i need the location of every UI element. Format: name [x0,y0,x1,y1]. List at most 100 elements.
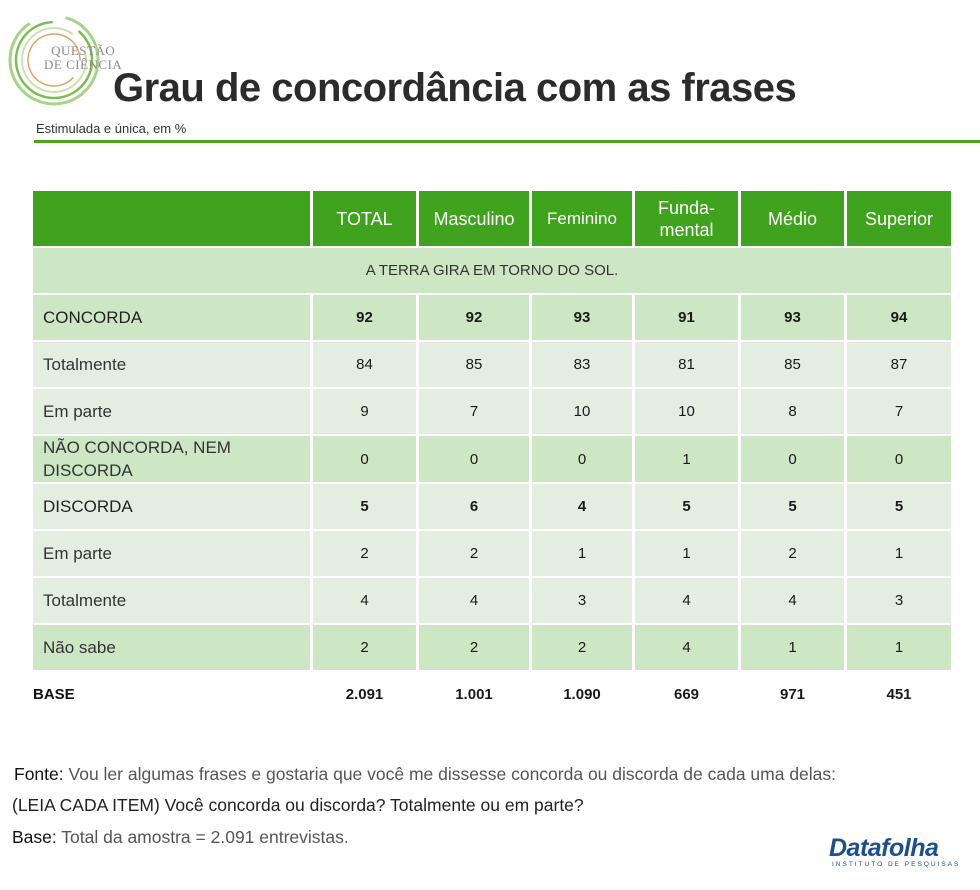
row-label: CONCORDA [33,295,310,340]
table-cell: 10 [532,389,632,434]
row-label: Totalmente [33,342,310,387]
table-cell: 7 [419,389,529,434]
table-row: BASE 2.091 1.001 1.090 669 971 451 [33,672,951,717]
table-cell: 93 [532,295,632,340]
footer-source-text: Vou ler algumas frases e gostaria que vo… [68,764,837,784]
table-cell: 971 [741,672,844,717]
table-row: CONCORDA 92 92 93 91 93 94 [33,295,951,340]
table-cell: 1 [532,531,632,576]
title-divider [34,140,980,143]
header-cell: TOTAL [313,191,416,246]
table-cell: 85 [419,342,529,387]
page-title: Grau de concordância com as frases [113,66,797,110]
table-cell: 85 [741,342,844,387]
table-cell: 4 [635,578,738,623]
table-cell: 0 [313,436,416,482]
table-cell: 5 [847,484,951,529]
table-cell: 84 [313,342,416,387]
table-cell: 2 [313,531,416,576]
table-cell: 0 [532,436,632,482]
footer-source-key: Fonte: [14,764,64,784]
section-row: A TERRA GIRA EM TORNO DO SOL. [33,248,951,293]
table-cell: 2 [313,625,416,670]
table-cell: 6 [419,484,529,529]
table-cell: 91 [635,295,738,340]
table-row: Em parte 2 2 1 1 2 1 [33,531,951,576]
table-cell: 87 [847,342,951,387]
table-row: Totalmente 4 4 3 4 4 3 [33,578,951,623]
table-cell: 4 [313,578,416,623]
row-label: BASE [33,672,310,717]
row-label: Em parte [33,389,310,434]
table-cell: 1 [741,625,844,670]
table-cell: 83 [532,342,632,387]
table-cell: 0 [741,436,844,482]
table-cell: 1 [635,436,738,482]
table-cell: 4 [741,578,844,623]
table-cell: 4 [635,625,738,670]
table-cell: 2 [419,625,529,670]
table-cell: 2 [532,625,632,670]
footer-instruction: (LEIA CADA ITEM) Você concorda ou discor… [12,795,584,815]
datafolha-tagline: INSTITUTO DE PESQUISAS [832,861,961,868]
table-cell: 92 [419,295,529,340]
results-table: TOTAL Masculino Feminino Funda- mental M… [30,189,954,719]
row-label: NÃO CONCORDA, NEM DISCORDA [33,436,310,482]
table-cell: 1 [847,625,951,670]
row-label: Totalmente [33,578,310,623]
table-cell: 2 [741,531,844,576]
table-cell: 10 [635,389,738,434]
datafolha-logo: Datafolha [829,834,939,862]
table-cell: 2.091 [313,672,416,717]
table-cell: 2 [419,531,529,576]
header-cell [33,191,310,246]
table-cell: 81 [635,342,738,387]
table-cell: 94 [847,295,951,340]
table-cell: 7 [847,389,951,434]
row-label: Em parte [33,531,310,576]
table-cell: 93 [741,295,844,340]
logo-line-1: QUESTÃO [51,43,116,58]
table-cell: 1.090 [532,672,632,717]
table-cell: 4 [419,578,529,623]
table-cell: 4 [532,484,632,529]
table-cell: 3 [847,578,951,623]
header-cell: Feminino [532,191,632,246]
row-label: DISCORDA [33,484,310,529]
table-cell: 3 [532,578,632,623]
header-cell: Superior [847,191,951,246]
table-cell: 1.001 [419,672,529,717]
table-row: NÃO CONCORDA, NEM DISCORDA 0 0 0 1 0 0 [33,436,951,482]
table-cell: 9 [313,389,416,434]
table-row: DISCORDA 5 6 4 5 5 5 [33,484,951,529]
header-cell: Médio [741,191,844,246]
header-cell: Masculino [419,191,529,246]
table-cell: 0 [847,436,951,482]
header-row: TOTAL Masculino Feminino Funda- mental M… [33,191,951,246]
section-title: A TERRA GIRA EM TORNO DO SOL. [33,248,951,293]
table-cell: 8 [741,389,844,434]
table-cell: 5 [313,484,416,529]
table-row: Não sabe 2 2 2 4 1 1 [33,625,951,670]
table-cell: 451 [847,672,951,717]
table-cell: 1 [847,531,951,576]
header-cell-text: Funda- mental [657,197,716,240]
table-cell: 1 [635,531,738,576]
footer-source: Fonte: Vou ler algumas frases e gostaria… [14,764,836,785]
footer-base-key: Base: [12,827,57,847]
table-row: Totalmente 84 85 83 81 85 87 [33,342,951,387]
footer-base-text: Total da amostra = 2.091 entrevistas. [61,827,349,847]
row-label: Não sabe [33,625,310,670]
table-cell: 5 [635,484,738,529]
table-cell: 0 [419,436,529,482]
page-subtitle: Estimulada e única, em % [36,121,187,136]
header-cell: Funda- mental [635,191,738,246]
logo-rings-icon [8,14,100,106]
table-cell: 92 [313,295,416,340]
table-cell: 5 [741,484,844,529]
questao-de-ciencia-logo [6,8,102,108]
table-cell: 669 [635,672,738,717]
footer-base: Base: Total da amostra = 2.091 entrevist… [12,827,349,848]
logo-text: QUESTÃO DE CIÊNCIA [44,44,122,72]
table-row: Em parte 9 7 10 10 8 7 [33,389,951,434]
